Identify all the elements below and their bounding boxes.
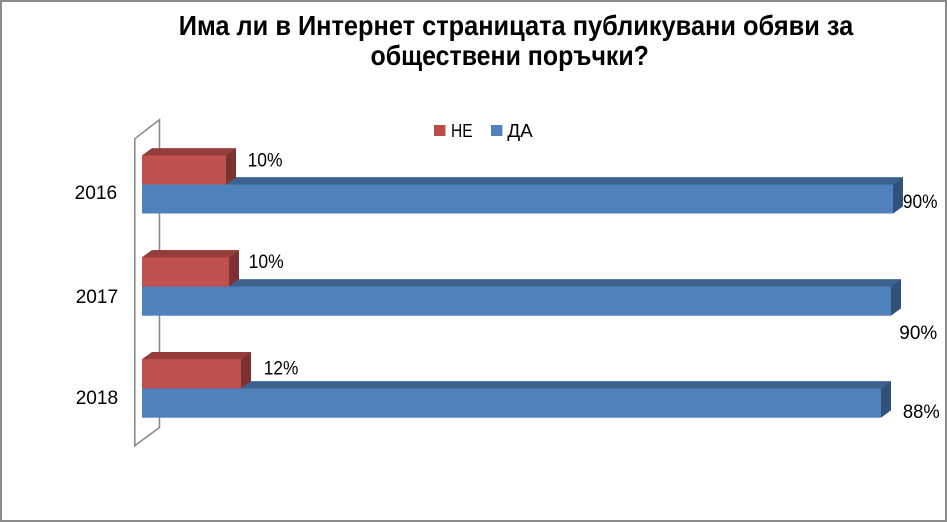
svg-text:Има ли в Интернет страницата п: Има ли в Интернет страницата публикувани…	[179, 10, 854, 41]
svg-text:2016: 2016	[75, 182, 118, 204]
svg-text:2017: 2017	[76, 286, 119, 308]
svg-text:2018: 2018	[76, 387, 119, 409]
svg-text:12%: 12%	[264, 358, 299, 379]
svg-text:90%: 90%	[899, 323, 937, 344]
svg-text:НЕ: НЕ	[451, 121, 473, 141]
svg-text:88%: 88%	[903, 402, 940, 423]
svg-text:обществени поръчки?: обществени поръчки?	[371, 40, 649, 71]
svg-text:10%: 10%	[249, 252, 284, 273]
svg-text:10%: 10%	[248, 150, 283, 171]
svg-text:ДА: ДА	[507, 121, 532, 141]
svg-text:90%: 90%	[903, 192, 938, 213]
